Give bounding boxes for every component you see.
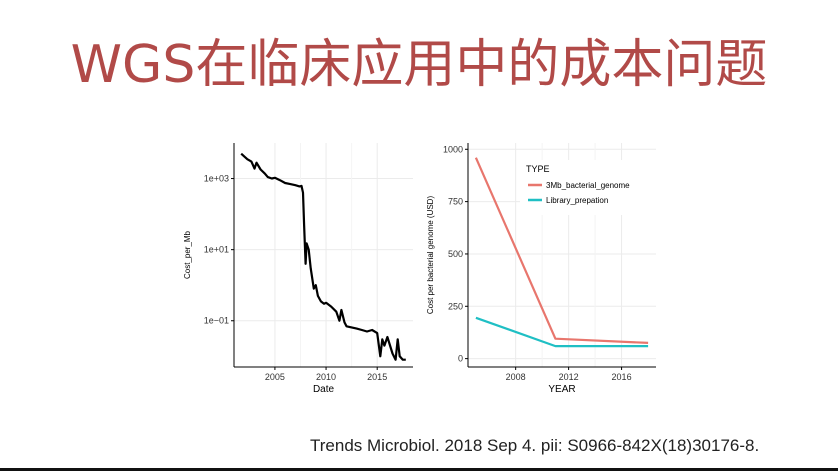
y-axis-title: Cost_per_Mb bbox=[183, 230, 192, 279]
x-axis-title: YEAR bbox=[548, 384, 575, 395]
y-tick-label: 1000 bbox=[443, 144, 463, 154]
cost-per-genome-chart: 2008 2012 2016 0 250 500 750 1000 YEAR Cost per b… bbox=[426, 143, 660, 395]
legend-label: Library_prepation bbox=[546, 196, 608, 205]
x-axis-title: Date bbox=[313, 384, 335, 395]
y-tick-label: 500 bbox=[448, 249, 463, 259]
legend-label: 3Mb_bacterial_genome bbox=[546, 181, 630, 190]
series-line-2 bbox=[475, 316, 649, 348]
y-tick-label: 1e−01 bbox=[204, 316, 229, 326]
y-tick-label: 0 bbox=[458, 354, 463, 364]
legend-background bbox=[520, 160, 660, 215]
series-line-1 bbox=[240, 152, 406, 361]
slide-title: WGS在临床应用中的成本问题 bbox=[70, 35, 768, 95]
y-axis-title: Cost per bacterial genome (USD) bbox=[426, 196, 435, 315]
x-tick-label: 2010 bbox=[316, 372, 336, 382]
y-tick-label: 1e+01 bbox=[204, 245, 229, 255]
legend-title: TYPE bbox=[526, 164, 550, 174]
x-tick-label: 2016 bbox=[612, 372, 632, 382]
y-tick-label: 750 bbox=[448, 197, 463, 207]
citation: Trends Microbiol. 2018 Sep 4. pii: S0966… bbox=[310, 436, 760, 455]
series-line-1 bbox=[474, 157, 649, 344]
x-tick-label: 2015 bbox=[367, 372, 387, 382]
cost-per-mb-chart: 2005 2010 2015 1e−01 1e+01 1e+03 Date Cost_per_… bbox=[183, 143, 413, 395]
x-tick-label: 2008 bbox=[506, 372, 526, 382]
bottom-rule bbox=[0, 468, 838, 471]
y-tick-label: 250 bbox=[448, 301, 463, 311]
y-tick-label: 1e+03 bbox=[204, 174, 229, 184]
x-tick-label: 2012 bbox=[559, 372, 579, 382]
x-tick-label: 2005 bbox=[265, 372, 285, 382]
